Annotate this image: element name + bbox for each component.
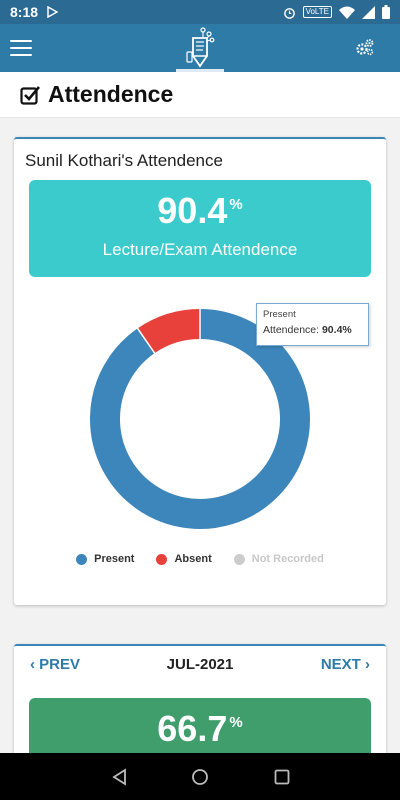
legend-item-not-recorded[interactable]: Not Recorded (233, 553, 324, 565)
overall-percent-label: Lecture/Exam Attendence (102, 240, 298, 259)
battery-icon (382, 5, 390, 19)
page-title: Attendence (48, 81, 174, 107)
signal-icon (362, 5, 375, 19)
legend-dot-absent (156, 553, 168, 565)
chart-tooltip: Present Attendence: 90.4% (256, 303, 369, 346)
student-title: Sunil Kothari's Attendence (25, 151, 223, 170)
system-navigation-bar (0, 753, 400, 800)
gears-icon[interactable] (356, 38, 374, 56)
home-icon[interactable] (190, 767, 210, 787)
chart-legend: Present Absent Not Recorded (14, 553, 386, 565)
checkbox-icon (20, 85, 40, 105)
app-logo-icon[interactable] (176, 24, 224, 72)
month-navigator: ‹ PREV JUL-2021 NEXT › (14, 656, 386, 678)
status-bar: 8:18 VoLTE (0, 0, 400, 24)
app-bar (0, 24, 400, 72)
volte-badge: VoLTE (302, 6, 332, 18)
clock-time: 8:18 (10, 4, 39, 20)
chevron-left-icon: ‹ (30, 656, 35, 673)
back-icon[interactable] (110, 767, 130, 787)
wifi-icon (339, 6, 355, 19)
legend-dot-not-recorded (233, 553, 245, 565)
chevron-right-icon: › (365, 656, 370, 673)
donut-slice-present[interactable] (90, 309, 310, 529)
play-store-icon (47, 6, 59, 18)
hamburger-menu-icon[interactable] (10, 40, 32, 56)
recents-icon[interactable] (272, 767, 292, 787)
prev-month-button[interactable]: ‹ PREV (30, 656, 81, 673)
overall-percentage-box: 90.4% Lecture/Exam Attendence (29, 180, 371, 277)
overall-percent-value: 90.4% (157, 190, 243, 231)
legend-item-absent[interactable]: Absent (156, 553, 212, 565)
page-header: Attendence (0, 72, 400, 118)
overall-attendance-card: Sunil Kothari's Attendence 90.4% Lecture… (14, 137, 386, 605)
legend-item-present[interactable]: Present (76, 553, 134, 565)
next-month-button[interactable]: NEXT › (320, 656, 370, 673)
donut-slice-absent[interactable] (137, 309, 201, 354)
monthly-attendance-card: ‹ PREV JUL-2021 NEXT › 66.7% (14, 644, 386, 795)
tooltip-value-line: Attendence: 90.4% (263, 324, 352, 336)
donut-slice-separator (136, 327, 156, 355)
tooltip-category: Present (263, 309, 296, 320)
alarm-icon (283, 7, 295, 19)
legend-dot-present (76, 553, 88, 565)
attendance-donut-chart[interactable] (14, 289, 386, 539)
logo-underline (176, 69, 224, 72)
monthly-percent-value: 66.7% (157, 708, 243, 749)
